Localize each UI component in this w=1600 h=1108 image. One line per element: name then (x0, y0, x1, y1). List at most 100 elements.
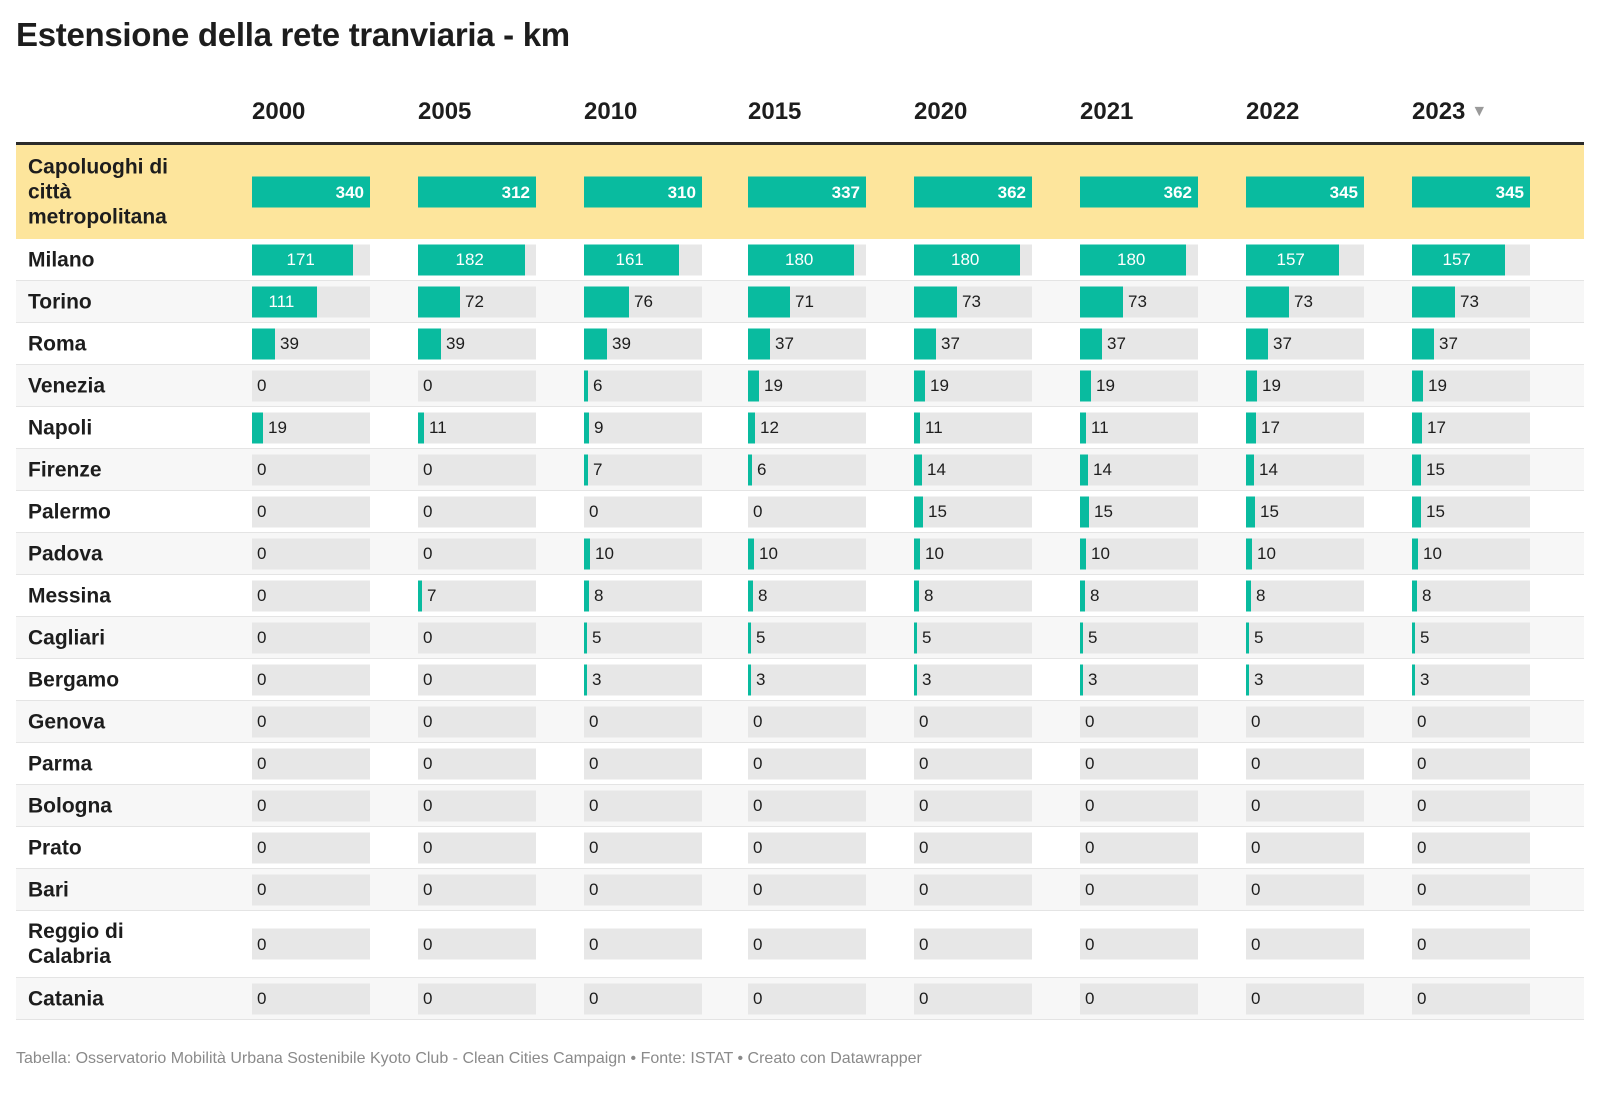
bar-cell: 0 (584, 748, 702, 779)
bar-value-label: 0 (589, 754, 599, 773)
row-label: Bologna (28, 794, 112, 817)
bar-fill (1246, 176, 1364, 208)
bar-fill (1412, 244, 1505, 275)
bar-cell: 10 (748, 538, 866, 569)
row-label: Venezia (28, 374, 106, 397)
bar-value-label: 340 (335, 182, 364, 202)
bar-value-label: 17 (1427, 418, 1446, 437)
bar-cell: 0 (748, 706, 866, 737)
bar-value-label: 6 (593, 376, 603, 395)
bar-cell: 39 (252, 328, 370, 359)
bar-fill (1080, 496, 1089, 527)
bar-value-label: 15 (1426, 502, 1445, 521)
bar-cell: 8 (1246, 580, 1364, 611)
bar-value-label: 6 (757, 460, 767, 479)
bar-value-label: 0 (589, 934, 599, 954)
bar-cell: 0 (914, 790, 1032, 821)
table-row: Venezia 0 0 6 19 19 19 19 19 (16, 365, 1584, 407)
bar-cell: 10 (1246, 538, 1364, 569)
bar-fill (914, 412, 920, 443)
bar-value-label: 5 (592, 628, 602, 647)
bar-fill (1246, 538, 1252, 569)
column-header-2005[interactable]: 2005 (418, 98, 471, 126)
bar-value-label: 0 (423, 628, 433, 647)
bar-cell: 180 (1080, 244, 1198, 275)
bar-value-label: 0 (1251, 838, 1261, 857)
bar-fill (1080, 622, 1083, 653)
bar-fill (584, 538, 590, 569)
column-header-2000[interactable]: 2000 (252, 98, 305, 126)
row-label: Palermo (28, 500, 111, 523)
bar-value-label: 0 (919, 712, 929, 731)
bar-value-label: 8 (1422, 586, 1432, 605)
bar-cell: 3 (1246, 664, 1364, 695)
bar-cell: 37 (1246, 328, 1364, 359)
bar-cell: 0 (252, 454, 370, 485)
bar-value-label: 3 (756, 670, 766, 689)
bar-cell: 0 (252, 983, 370, 1014)
bar-fill (1246, 454, 1254, 485)
bar-cell: 111 (252, 286, 370, 317)
bar-fill (1080, 580, 1085, 611)
table-row: Catania 0 0 0 0 0 0 0 0 (16, 978, 1584, 1020)
bar-cell: 0 (584, 874, 702, 905)
bar-cell: 0 (748, 832, 866, 863)
bar-fill (748, 412, 755, 443)
column-header-2021[interactable]: 2021 (1080, 98, 1133, 126)
bar-value-label: 182 (455, 250, 484, 269)
bar-cell: 0 (252, 874, 370, 905)
bar-value-label: 0 (589, 712, 599, 731)
bar-fill (1246, 580, 1251, 611)
bar-cell: 0 (1246, 874, 1364, 905)
bar-cell: 0 (252, 622, 370, 653)
sort-descending-icon[interactable]: ▼ (1471, 103, 1488, 120)
table-row: Bologna 0 0 0 0 0 0 0 0 (16, 785, 1584, 827)
bar-fill (584, 176, 702, 208)
bar-cell: 0 (1246, 928, 1364, 960)
bar-value-label: 111 (268, 292, 295, 311)
bar-value-label: 0 (1251, 989, 1261, 1008)
bar-cell: 8 (748, 580, 866, 611)
bar-value-label: 0 (919, 934, 929, 954)
bar-fill (748, 176, 866, 208)
bar-value-label: 73 (962, 292, 981, 311)
column-header-2022[interactable]: 2022 (1246, 98, 1299, 126)
bar-cell: 10 (1080, 538, 1198, 569)
bar-value-label: 3 (592, 670, 602, 689)
bar-cell: 161 (584, 244, 702, 275)
bar-value-label: 345 (1495, 182, 1524, 202)
bar-cell: 0 (252, 496, 370, 527)
row-label: Parma (28, 752, 93, 775)
bar-cell: 0 (1080, 832, 1198, 863)
bar-cell: 0 (1080, 790, 1198, 821)
table-row: Prato 0 0 0 0 0 0 0 0 (16, 827, 1584, 869)
bar-value-label: 3 (1088, 670, 1098, 689)
bar-value-label: 0 (1085, 754, 1095, 773)
bar-value-label: 0 (423, 838, 433, 857)
bar-value-label: 0 (1417, 796, 1427, 815)
column-header-2010[interactable]: 2010 (584, 98, 637, 126)
bar-value-label: 10 (1257, 544, 1276, 563)
bar-cell: 0 (1246, 983, 1364, 1014)
bar-cell: 73 (914, 286, 1032, 317)
bar-value-label: 0 (1085, 712, 1095, 731)
bar-value-label: 0 (1085, 796, 1095, 815)
bar-cell: 345 (1412, 176, 1530, 208)
bar-value-label: 37 (1273, 334, 1292, 353)
column-header-2023[interactable]: 2023 ▼ (1412, 98, 1487, 126)
column-header-2015[interactable]: 2015 (748, 98, 801, 126)
column-header-2020[interactable]: 2020 (914, 98, 967, 126)
bar-fill (914, 176, 1032, 208)
bar-fill (584, 580, 589, 611)
bar-cell: 0 (1080, 874, 1198, 905)
table-row: Bergamo 0 0 3 3 3 3 3 3 (16, 659, 1584, 701)
bar-value-label: 0 (589, 880, 599, 899)
bar-cell: 19 (914, 370, 1032, 401)
bar-cell: 0 (584, 928, 702, 960)
bar-cell: 0 (1246, 748, 1364, 779)
bar-cell: 0 (418, 496, 536, 527)
bar-cell: 39 (584, 328, 702, 359)
bar-cell: 0 (252, 706, 370, 737)
summary-row: Capoluoghi di città metropolitana 340 312 3… (16, 145, 1584, 239)
bar-cell: 0 (1080, 983, 1198, 1014)
